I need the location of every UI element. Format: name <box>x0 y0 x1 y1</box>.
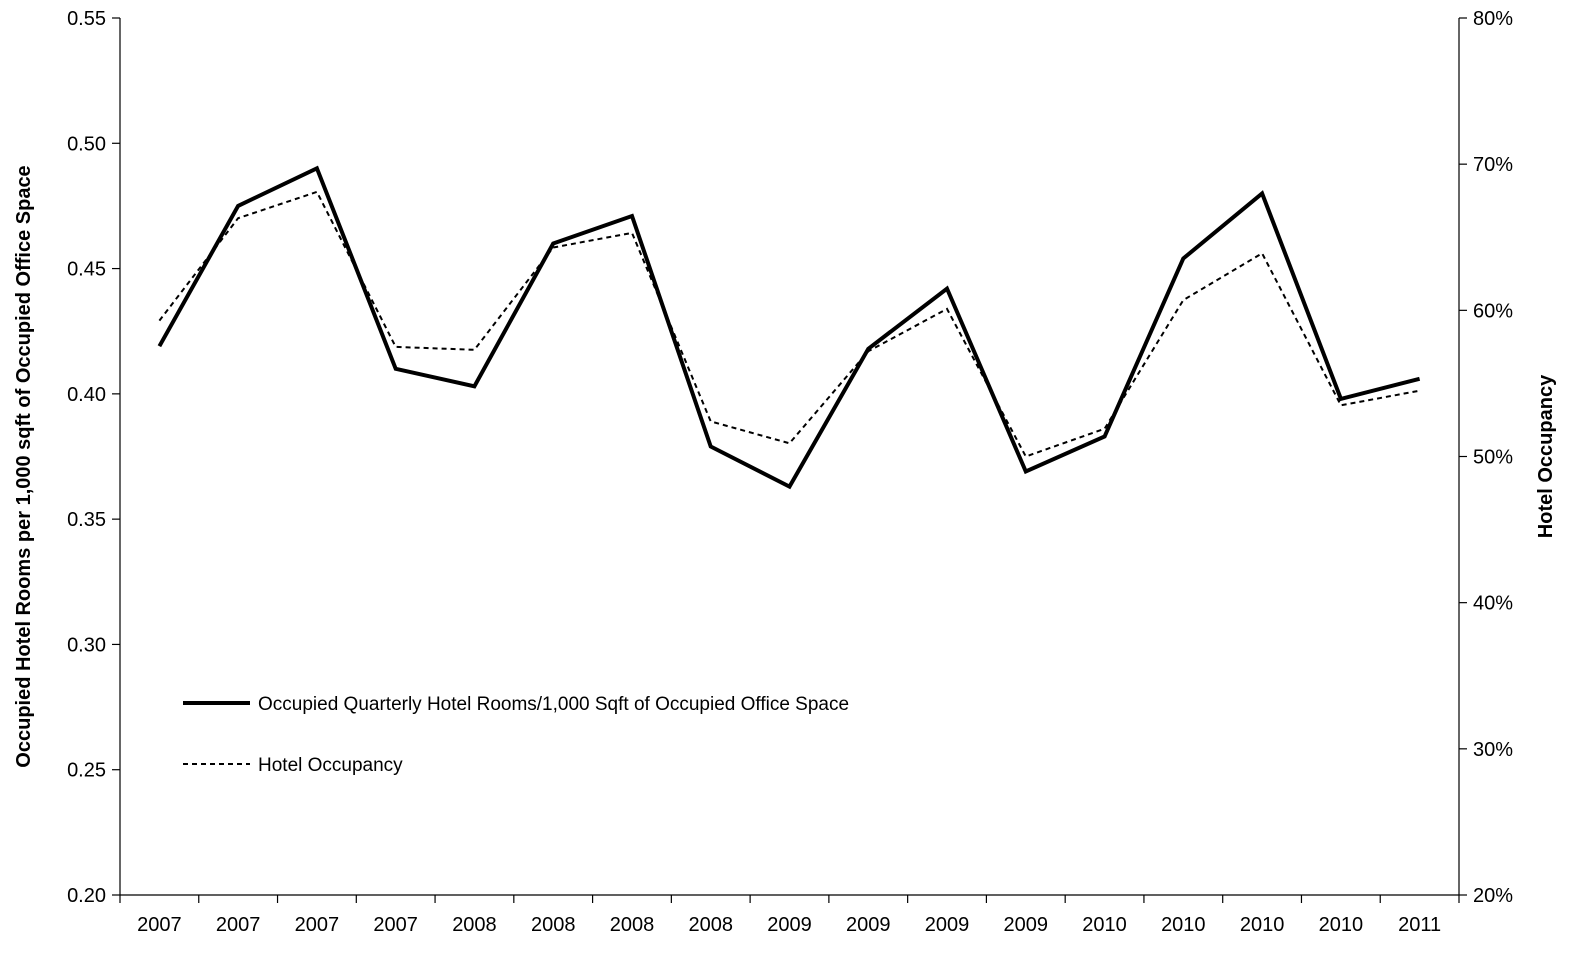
x-tick-label: 2007 <box>373 914 418 936</box>
x-tick-label: 2009 <box>846 914 891 936</box>
x-tick-label: 2011 <box>1398 914 1441 936</box>
x-tick-label: 2009 <box>925 914 970 936</box>
x-tick-label: 2007 <box>216 914 261 936</box>
x-tick-label: 2010 <box>1240 914 1285 936</box>
x-tick-label: 2010 <box>1319 914 1364 936</box>
legend-label-2: Hotel Occupancy <box>258 755 403 776</box>
right-tick-label: 70% <box>1473 154 1513 176</box>
right-tick-label: 60% <box>1473 300 1513 322</box>
x-tick-label: 2007 <box>137 914 182 936</box>
x-tick-label: 2009 <box>767 914 812 936</box>
left-tick-label: 0.55 <box>67 8 106 30</box>
left-tick-label: 0.40 <box>67 384 106 406</box>
left-y-axis-title: Occupied Hotel Rooms per 1,000 sqft of O… <box>13 165 35 767</box>
right-tick-label: 50% <box>1473 447 1513 469</box>
right-tick-label: 30% <box>1473 739 1513 761</box>
left-tick-label: 0.35 <box>67 509 106 531</box>
x-tick-label: 2008 <box>688 914 733 936</box>
right-tick-label: 40% <box>1473 593 1513 615</box>
hotel-occupancy-series-line <box>158 190 1420 458</box>
x-tick-label: 2010 <box>1161 914 1206 936</box>
left-tick-label: 0.50 <box>67 133 106 155</box>
left-tick-label: 0.25 <box>67 760 106 782</box>
x-tick-label: 2010 <box>1082 914 1127 936</box>
x-tick-label: 2008 <box>610 914 655 936</box>
legend-label-1: Occupied Quarterly Hotel Rooms/1,000 Sqf… <box>258 694 849 715</box>
left-tick-label: 0.30 <box>67 634 106 656</box>
right-tick-label: 20% <box>1473 885 1513 907</box>
x-tick-label: 2008 <box>452 914 497 936</box>
left-tick-label: 0.45 <box>67 259 106 281</box>
x-tick-label: 2007 <box>295 914 340 936</box>
left-tick-label: 0.20 <box>67 885 106 907</box>
right-y-axis-title: Hotel Occupancy <box>1535 374 1557 538</box>
rooms-per-sqft-series-line <box>157 165 1421 490</box>
x-tick-label: 2008 <box>531 914 576 936</box>
right-tick-label: 80% <box>1473 8 1513 30</box>
x-tick-label: 2009 <box>1004 914 1049 936</box>
